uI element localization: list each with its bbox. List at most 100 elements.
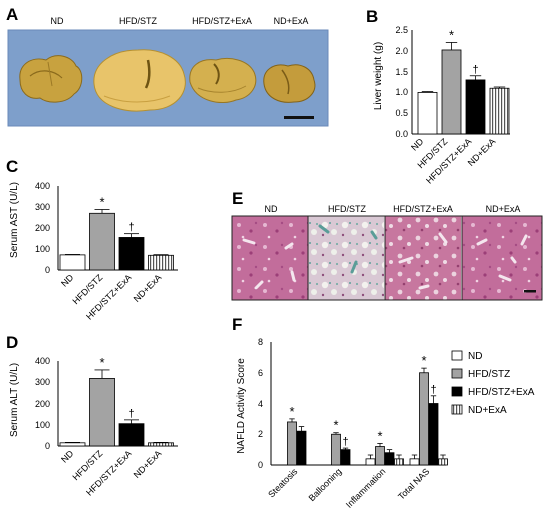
chart-c-hfd-stz-significance-mark: * [99, 195, 104, 210]
chart-f-letter: F [232, 315, 242, 334]
chart-f-hfd-stz-exa-error-bar [386, 449, 393, 453]
chart-c-nd-bar [59, 254, 86, 271]
chart-b-nd-exa-error-bar [493, 86, 506, 89]
chart-f-group-total-nas: *† [409, 353, 448, 466]
panel-e-letter: E [232, 189, 243, 208]
chart-c: C Serum AST (U/L) 0 100 200 300 400 *† N… [6, 157, 178, 322]
panel-a-scale-bar [284, 116, 314, 119]
chart-b-hfd-stz-exa-bar [465, 79, 486, 135]
chart-c-ytick-label: 200 [35, 223, 50, 233]
chart-f-hfd-stz-error-bar [333, 432, 339, 435]
chart-c-y-ticks: 0 100 200 300 400 [35, 181, 50, 275]
chart-d-y-ticks: 0 100 200 300 400 [35, 356, 50, 451]
chart-d-nd-bar [59, 442, 86, 447]
chart-f-hfd-stz-bar [419, 372, 429, 466]
chart-f-nd-bar [409, 458, 420, 466]
histology-nd-exa [462, 216, 542, 300]
chart-d-hfd-stz-exa-error-bar [124, 419, 139, 424]
chart-b-nd-exa-bar [489, 87, 510, 135]
chart-c-x-labels: ND HFD/STZ HFD/STZ+ExA ND+ExA [59, 272, 163, 322]
chart-d-hfd-stz-exa-bar [118, 423, 145, 447]
liver-hfd-stz-exa [189, 58, 257, 104]
chart-f-legend: ND HFD/STZ HFD/STZ+ExA ND+ExA [451, 350, 535, 416]
chart-f-nd-error-bar [411, 454, 418, 459]
chart-b-nd-error-bar [421, 91, 434, 93]
chart-b-x-labels: ND HFD/STZ HFD/STZ+ExA ND+ExA [409, 136, 497, 186]
legend-item-hfd-stz: HFD/STZ [451, 368, 510, 380]
chart-f-group-inflammation: * [365, 428, 404, 466]
chart-b-ytick-label: 2.0 [395, 46, 408, 56]
chart-d-hfd-stz-significance-mark: * [99, 355, 104, 370]
chart-d-ytick-label: 300 [35, 377, 50, 387]
legend-label-hfd-stz-exa: HFD/STZ+ExA [468, 387, 535, 398]
chart-f-y-ticks: 0 2 4 6 8 [258, 337, 263, 470]
chart-b-ytick-label: 2.5 [395, 25, 408, 35]
legend-swatch-hfd-stz [451, 368, 463, 379]
chart-c-hfd-stz-exa-significance-mark: † [128, 222, 134, 234]
histology-images [231, 215, 543, 301]
chart-d-ytick-label: 0 [45, 441, 50, 451]
chart-b-ytick-label: 1.0 [395, 87, 408, 97]
chart-f-nd-error-bar [367, 454, 374, 459]
chart-f-x-labels: Steatosis Ballooning Inflammation Total … [266, 466, 431, 510]
chart-d-ytick-label: 400 [35, 356, 50, 366]
legend-label-nd: ND [468, 351, 482, 362]
chart-b-hfd-stz-error-bar [445, 42, 458, 50]
chart-c-nd-exa-bar [148, 254, 174, 271]
legend-item-nd: ND [451, 350, 482, 362]
chart-f-hfd-stz-exa-bar [296, 430, 307, 466]
chart-b-hfd-stz-bar [441, 49, 462, 135]
chart-b-hfd-stz-exa-error-bar [469, 75, 482, 80]
chart-f-hfd-stz-bar [287, 421, 297, 466]
chart-f-hfd-stz-exa-significance-mark: † [342, 436, 348, 448]
chart-f-nd-exa-bar [394, 458, 404, 466]
chart-b-ylabel: Liver weight (g) [373, 42, 384, 110]
chart-d-letter: D [6, 333, 18, 352]
panel-e-label-nd-exa: ND+ExA [486, 204, 521, 214]
chart-f-hfd-stz-significance-mark: * [421, 353, 426, 368]
chart-c-hfd-stz-exa-error-bar [124, 233, 139, 238]
chart-c-xtick-label: ND [59, 272, 76, 289]
chart-b-letter: B [366, 7, 378, 26]
chart-b-ytick-label: 1.5 [395, 67, 408, 77]
panel-a-letter: A [6, 5, 18, 24]
chart-b-bars: *† [417, 27, 510, 135]
chart-f-hfd-stz-exa-significance-mark: † [430, 384, 436, 396]
chart-f-hfd-stz-significance-mark: * [377, 428, 382, 443]
chart-c-ytick-label: 400 [35, 181, 50, 191]
chart-c-letter: C [6, 157, 18, 176]
chart-c-ytick-label: 300 [35, 202, 50, 212]
chart-f-group-steatosis: * [287, 404, 307, 466]
chart-d: D Serum ALT (U/L) 0 100 200 300 400 *† N… [6, 333, 178, 498]
chart-f-xtick-label: Inflammation [344, 466, 388, 510]
chart-d-ytick-label: 100 [35, 420, 50, 430]
chart-f-hfd-stz-exa-bar [384, 452, 395, 466]
chart-f-hfd-stz-exa-bar [428, 403, 439, 466]
chart-f-ylabel: NAFLD Activity Score [236, 358, 247, 454]
panel-a-label-nd-exa: ND+ExA [274, 16, 309, 26]
chart-f-hfd-stz-error-bar [377, 443, 383, 447]
chart-b-hfd-stz-exa-significance-mark: † [472, 64, 478, 76]
chart-f-group-ballooning: *† [331, 418, 351, 466]
chart-d-bars: *† [59, 355, 174, 447]
chart-f-hfd-stz-exa-error-bar [298, 426, 305, 432]
legend-item-nd-exa: ND+ExA [451, 404, 507, 416]
chart-f-xtick-label: Steatosis [266, 466, 300, 500]
chart-c-ytick-label: 100 [35, 244, 50, 254]
chart-f-ytick-label: 8 [258, 337, 263, 347]
chart-b-nd-bar [417, 92, 438, 135]
chart-c-bars: *† [59, 195, 174, 271]
legend-swatch-nd-exa [451, 404, 463, 415]
histology-hfd-stz [308, 216, 384, 300]
chart-b-hfd-stz-significance-mark: * [449, 27, 454, 42]
histology-hfd-stz-exa [385, 216, 461, 300]
chart-f-hfd-stz-exa-error-bar [342, 447, 349, 450]
chart-d-hfd-stz-error-bar [94, 369, 110, 379]
chart-b-y-ticks: 0.0 0.5 1.0 1.5 2.0 2.5 [395, 25, 408, 139]
panel-e-label-hfd-stz-exa: HFD/STZ+ExA [393, 204, 453, 214]
chart-f: F NAFLD Activity Score 0 2 4 6 8 **† **† … [232, 315, 535, 510]
legend-swatch-hfd-stz-exa [451, 386, 463, 397]
chart-c-ytick-label: 0 [45, 265, 50, 275]
chart-f-ytick-label: 6 [258, 368, 263, 378]
liver-nd-exa [263, 64, 316, 103]
